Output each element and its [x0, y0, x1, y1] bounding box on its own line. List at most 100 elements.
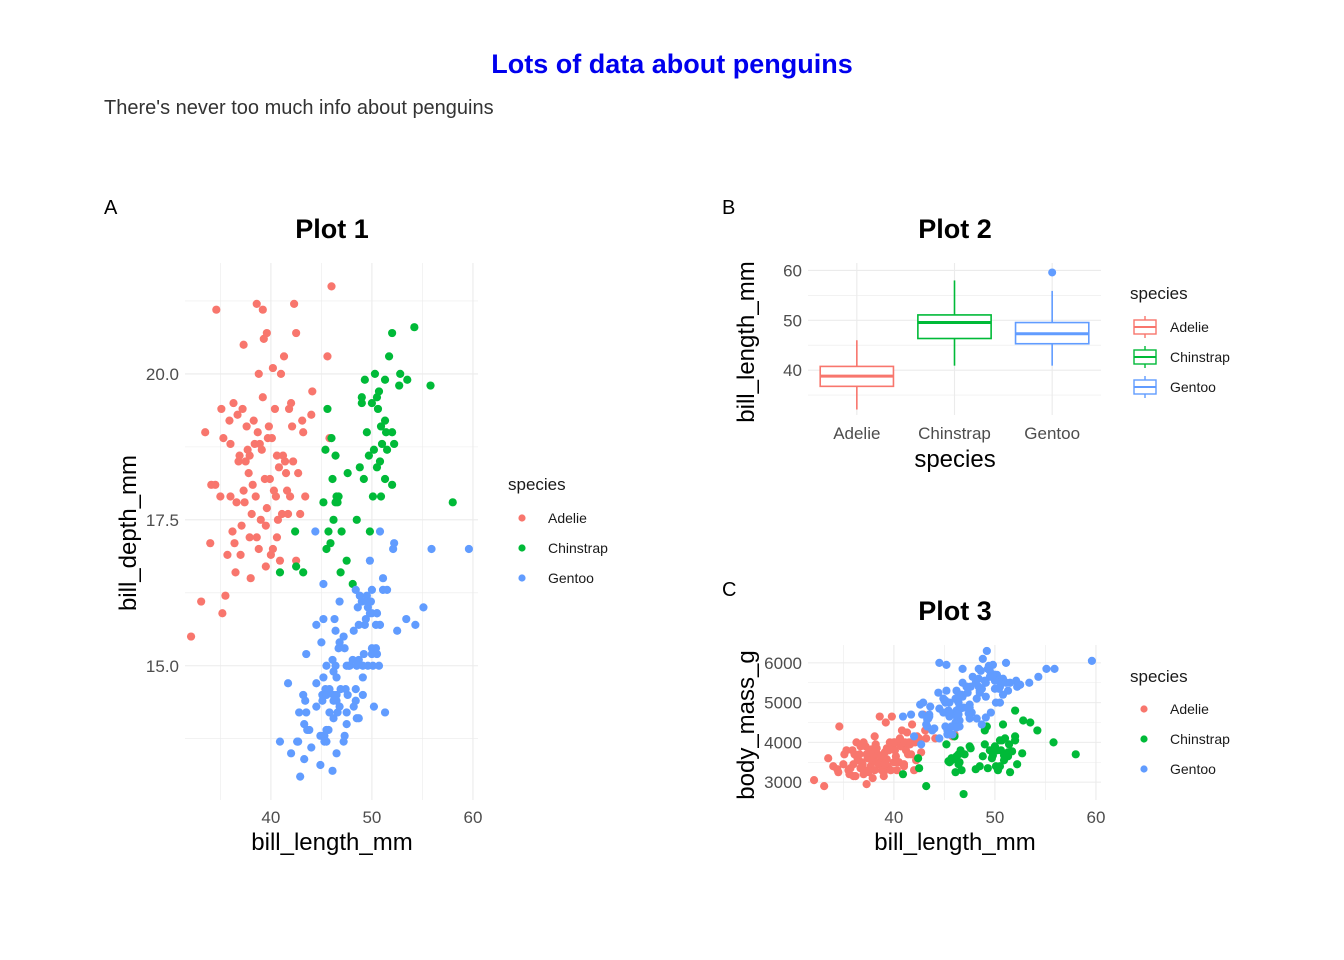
- data-point: [305, 725, 314, 735]
- data-point: [324, 527, 333, 536]
- data-point: [368, 492, 378, 501]
- box-iqr: [917, 314, 992, 340]
- data-point: [1025, 678, 1034, 687]
- figure-subtitle: There's never too much info about pengui…: [104, 97, 494, 119]
- data-point: [291, 527, 300, 536]
- data-point: [283, 509, 293, 519]
- data-point: [206, 539, 215, 548]
- data-point: [266, 550, 275, 559]
- data-point: [1004, 740, 1014, 749]
- data-point: [352, 515, 361, 524]
- data-point: [354, 620, 363, 629]
- data-point: [994, 684, 1004, 693]
- data-point: [380, 708, 390, 717]
- data-point: [922, 781, 931, 791]
- data-point: [331, 498, 340, 507]
- data-point: [868, 774, 877, 783]
- data-point: [357, 398, 366, 408]
- data-point: [365, 609, 374, 618]
- y-tick-label: 4000: [764, 733, 802, 752]
- data-point: [867, 745, 876, 754]
- data-point: [301, 492, 310, 501]
- y-tick-label: 3000: [764, 773, 802, 792]
- panel-c: C Plot 3 40 50 60 3000 4000 5000 6000 bill_le…: [722, 579, 1230, 856]
- y-tick-label: 6000: [764, 654, 802, 673]
- plot-1-x-ticks: 40 50 60: [261, 808, 482, 827]
- data-point: [324, 725, 333, 735]
- data-point: [267, 434, 276, 443]
- data-point: [941, 722, 950, 731]
- data-point: [284, 404, 294, 414]
- data-point: [229, 398, 238, 408]
- data-point: [942, 660, 951, 669]
- data-point: [1007, 747, 1017, 756]
- data-point: [999, 751, 1009, 760]
- legend-key-adelie: [518, 514, 526, 522]
- data-point: [992, 746, 1002, 755]
- data-point: [262, 504, 271, 513]
- data-point: [275, 568, 285, 577]
- data-point: [357, 393, 366, 402]
- data-point: [235, 451, 244, 460]
- legend-label-gentoo: Gentoo: [548, 570, 594, 586]
- data-point: [880, 760, 889, 769]
- data-point: [351, 585, 360, 594]
- data-point: [370, 369, 380, 379]
- data-point: [892, 766, 902, 775]
- data-point: [928, 726, 937, 735]
- data-point: [1026, 718, 1035, 727]
- data-point: [889, 738, 898, 747]
- data-point: [217, 404, 226, 414]
- data-point: [909, 732, 919, 741]
- data-point: [375, 457, 385, 466]
- data-point: [390, 439, 399, 449]
- data-point: [247, 509, 256, 519]
- data-point: [353, 603, 362, 612]
- data-point: [330, 614, 339, 624]
- data-point: [367, 585, 377, 594]
- data-point: [988, 660, 997, 669]
- data-point: [351, 684, 360, 694]
- data-point: [292, 556, 301, 565]
- data-point: [248, 480, 257, 489]
- data-point: [845, 770, 854, 779]
- data-point: [332, 749, 341, 758]
- data-point: [252, 533, 261, 542]
- data-point: [254, 369, 263, 379]
- data-point: [380, 474, 390, 484]
- y-tick-label: 50: [783, 311, 802, 330]
- data-point: [983, 764, 992, 773]
- data-point: [250, 439, 259, 449]
- plot-2-y-ticks: 40 50 60: [783, 261, 802, 380]
- data-point: [887, 712, 896, 721]
- data-point: [323, 352, 332, 361]
- legend-key-adelie: [1133, 316, 1157, 338]
- data-point: [981, 692, 990, 701]
- data-point: [902, 728, 912, 737]
- data-point: [410, 323, 419, 332]
- plot-2-x-ticks: Adelie Chinstrap Gentoo: [833, 424, 1080, 443]
- data-point: [892, 758, 902, 767]
- data-point: [339, 737, 348, 746]
- data-point: [336, 568, 345, 577]
- data-point: [296, 509, 305, 519]
- data-point: [978, 752, 987, 761]
- series-chinstrap: [898, 706, 1080, 799]
- data-point: [268, 363, 277, 373]
- data-point: [329, 696, 338, 705]
- data-point: [286, 749, 296, 758]
- data-point: [339, 632, 348, 641]
- plot-3-legend: species Adelie Chinstrap Gentoo: [1130, 667, 1230, 777]
- data-point: [997, 736, 1007, 745]
- plot-2-y-label: bill_length_mm: [733, 261, 760, 422]
- data-point: [319, 673, 328, 682]
- data-point: [343, 469, 352, 478]
- legend-label-gentoo: Gentoo: [1170, 379, 1216, 395]
- data-point: [219, 434, 228, 443]
- plot-1-x-label: bill_length_mm: [251, 829, 412, 856]
- data-point: [396, 369, 405, 379]
- legend-label-chinstrap: Chinstrap: [548, 540, 608, 556]
- data-point: [253, 428, 262, 437]
- data-point: [962, 682, 971, 691]
- plot-1-title: Plot 1: [295, 214, 369, 244]
